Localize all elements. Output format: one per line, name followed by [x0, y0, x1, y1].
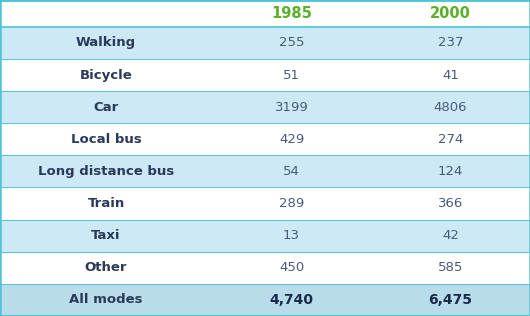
Text: 289: 289: [279, 197, 304, 210]
Text: 4806: 4806: [434, 101, 467, 114]
Text: 2000: 2000: [430, 6, 471, 21]
Text: 54: 54: [283, 165, 300, 178]
Text: Car: Car: [93, 101, 119, 114]
Text: Other: Other: [85, 261, 127, 274]
Bar: [0, 91, 530, 123]
Text: 450: 450: [279, 261, 304, 274]
Text: Walking: Walking: [76, 36, 136, 49]
Text: 42: 42: [442, 229, 459, 242]
Bar: [0, 27, 530, 59]
Text: 51: 51: [283, 69, 300, 82]
Text: 237: 237: [438, 36, 463, 49]
Text: 41: 41: [442, 69, 459, 82]
Text: 6,475: 6,475: [428, 293, 473, 307]
Bar: [0, 187, 530, 220]
Bar: [0, 252, 530, 284]
Text: 255: 255: [279, 36, 304, 49]
Bar: [0, 59, 530, 91]
Text: Taxi: Taxi: [91, 229, 121, 242]
Text: 124: 124: [438, 165, 463, 178]
Bar: [0, 155, 530, 187]
Text: 429: 429: [279, 133, 304, 146]
Text: 274: 274: [438, 133, 463, 146]
Text: 13: 13: [283, 229, 300, 242]
Text: 1985: 1985: [271, 6, 312, 21]
Text: 366: 366: [438, 197, 463, 210]
Text: 4,740: 4,740: [269, 293, 314, 307]
Text: Local bus: Local bus: [70, 133, 142, 146]
Bar: [0, 220, 530, 252]
Text: Long distance bus: Long distance bus: [38, 165, 174, 178]
Bar: [0, 0, 530, 27]
Text: All modes: All modes: [69, 294, 143, 307]
Text: 585: 585: [438, 261, 463, 274]
Text: 3199: 3199: [275, 101, 308, 114]
Bar: [0, 123, 530, 155]
Text: Bicycle: Bicycle: [80, 69, 132, 82]
Text: Train: Train: [87, 197, 125, 210]
Bar: [0, 284, 530, 316]
